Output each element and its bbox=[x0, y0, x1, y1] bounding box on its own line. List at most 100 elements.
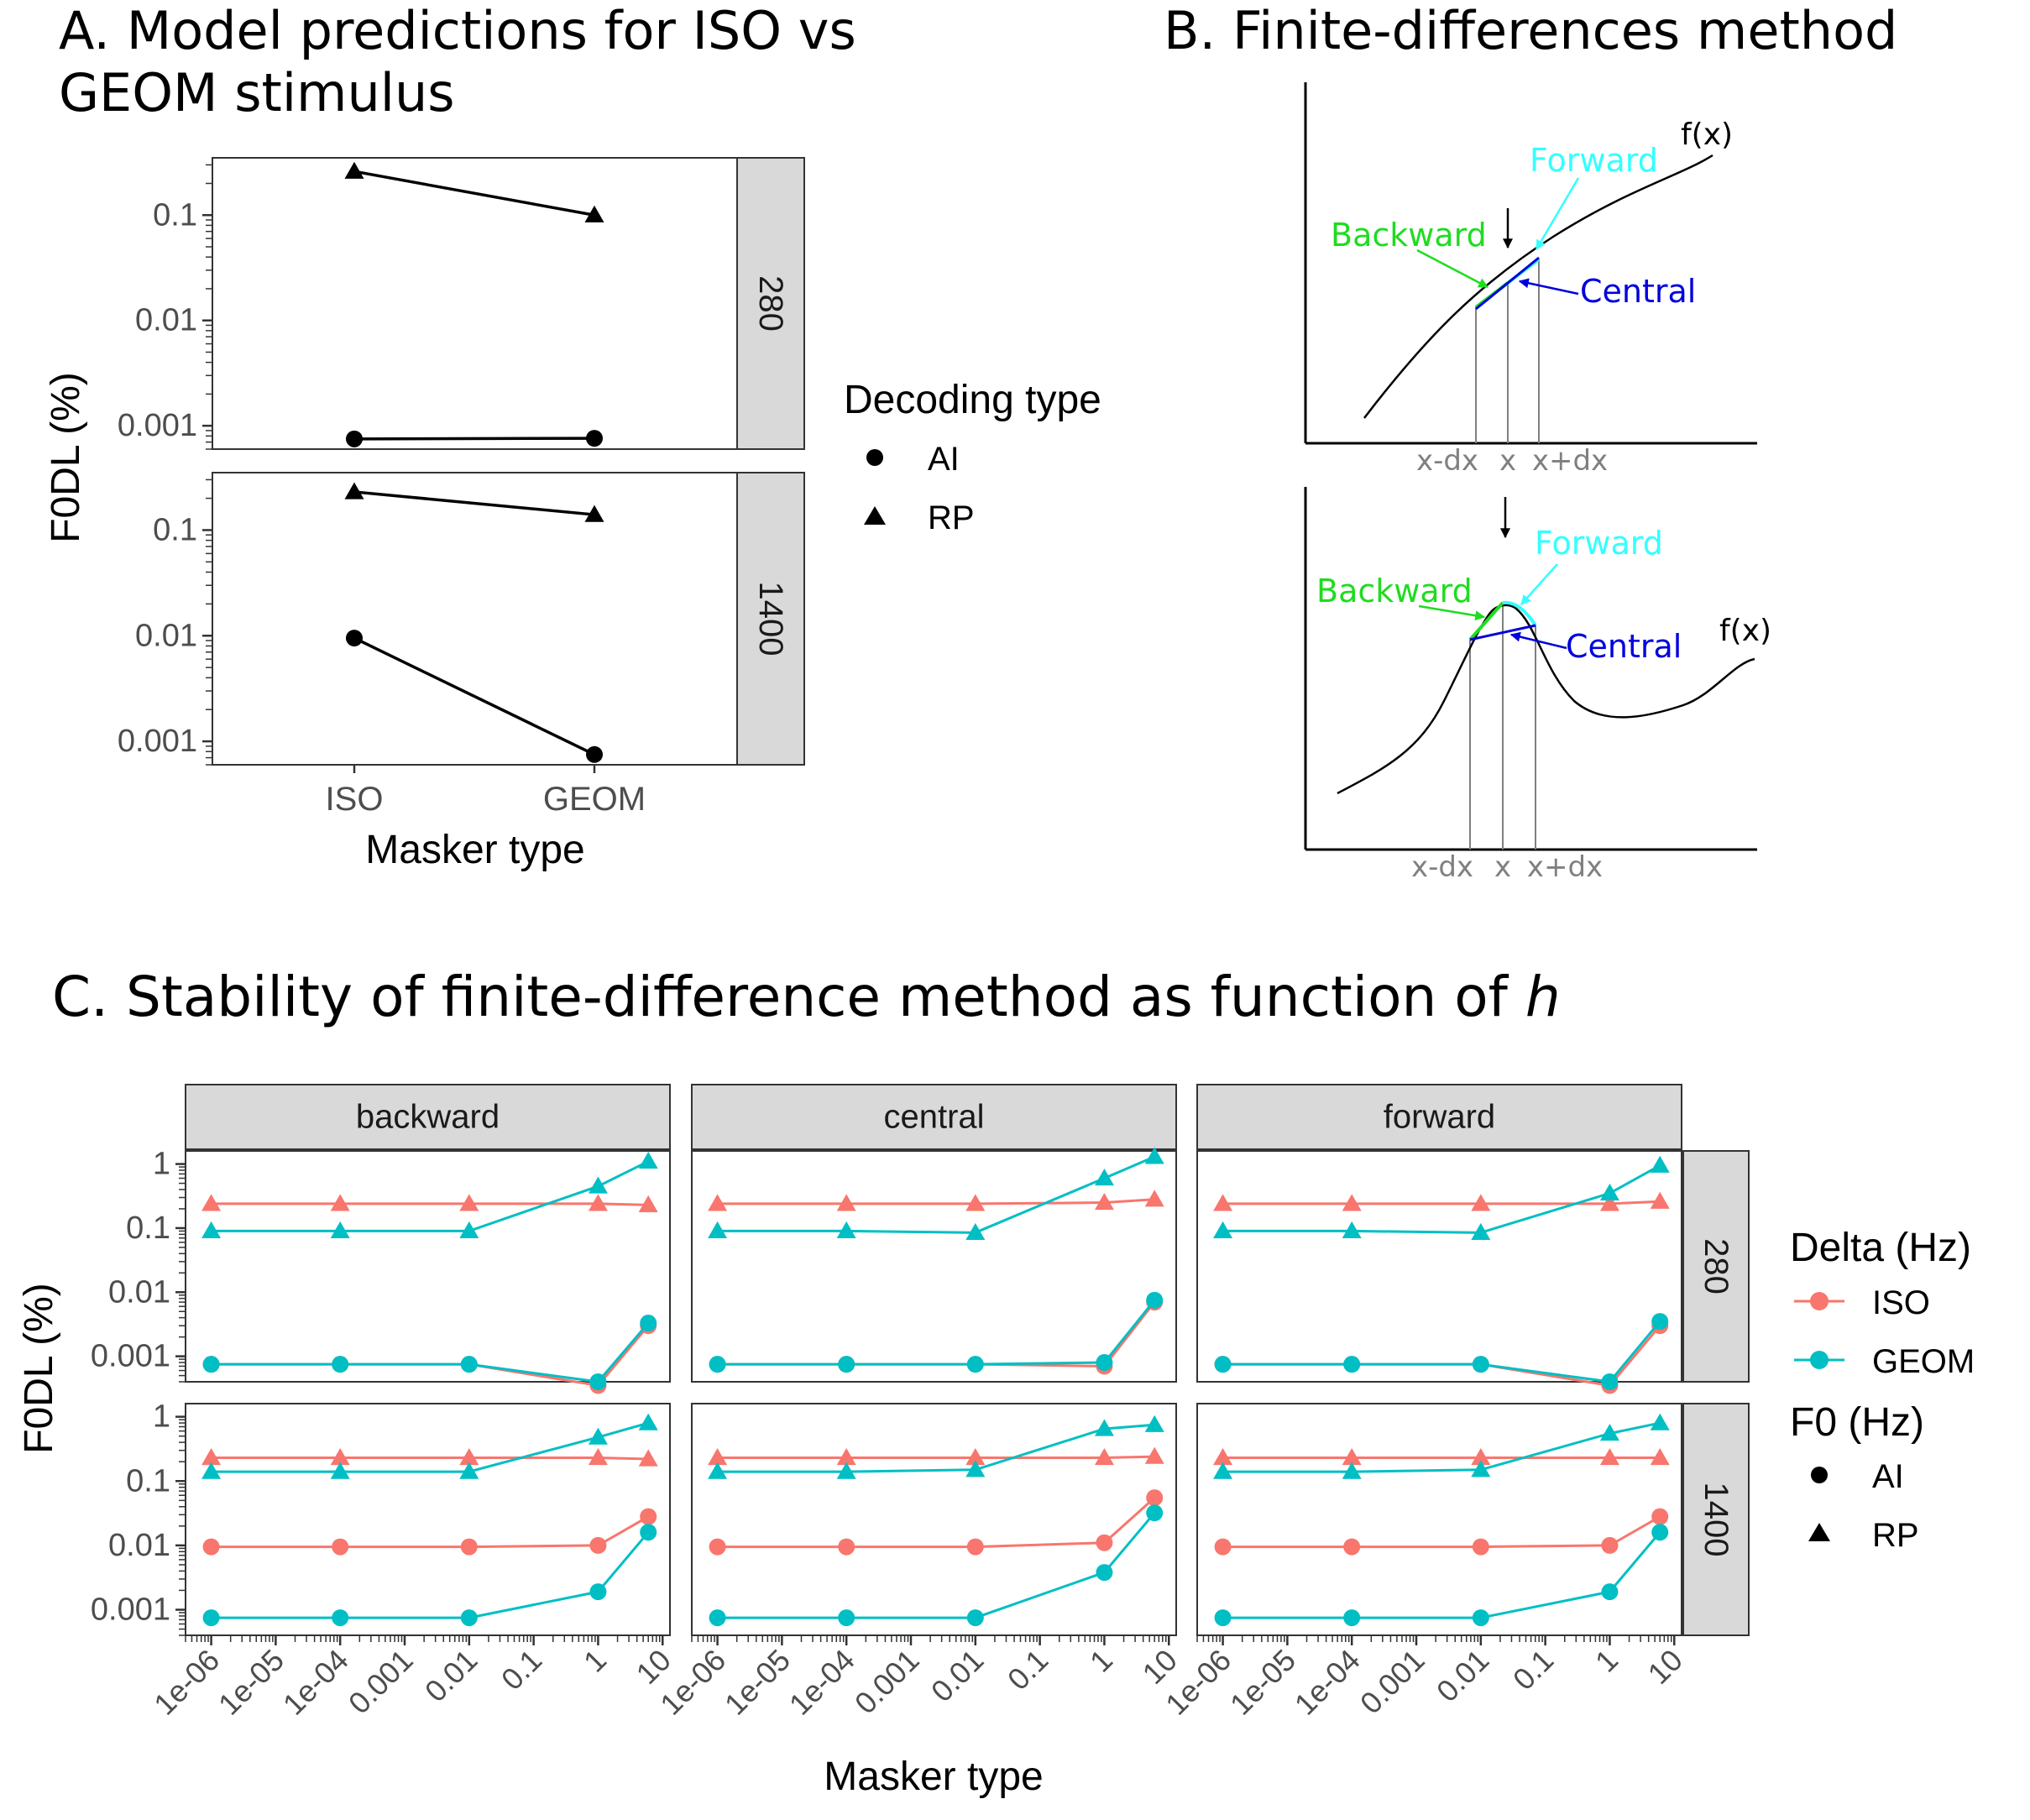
x-tick-label: 0.01 bbox=[924, 1643, 991, 1709]
data-point-geom-rp-triangle bbox=[1144, 1415, 1164, 1432]
panel-b: B. Finite-differences method f(x) Forwar… bbox=[1164, 0, 1897, 884]
diagram-bottom-forward-label: Forward bbox=[1535, 525, 1663, 562]
panel-c-ylabel: F0DL (%) bbox=[17, 1283, 61, 1454]
data-point-geom-rp-triangle bbox=[330, 1221, 350, 1239]
facet-strip-1400 bbox=[1682, 1403, 1750, 1636]
central-pointer-arrow bbox=[1518, 278, 1579, 295]
data-point-iso-ai-circle bbox=[460, 1538, 478, 1556]
diagram-bottom-tick-x-plus-dx: x+dx bbox=[1527, 850, 1603, 884]
data-point-iso-ai-circle bbox=[1343, 1538, 1361, 1556]
y-tick-label: 0.01 bbox=[135, 303, 197, 338]
data-point-iso-rp-triangle bbox=[836, 1194, 856, 1211]
data-point-geom-rp-triangle bbox=[1094, 1169, 1114, 1186]
data-point-iso-ai-circle bbox=[1214, 1538, 1232, 1556]
data-point-geom-rp-triangle bbox=[836, 1221, 856, 1239]
data-point-geom-ai-circle bbox=[1096, 1564, 1113, 1582]
facet-panel-1400 bbox=[212, 472, 738, 766]
x-tick-label: 0.01 bbox=[1430, 1643, 1496, 1709]
facet-strip-280 bbox=[736, 157, 805, 450]
data-point-iso-rp-triangle bbox=[708, 1194, 728, 1211]
panel-c-title-main: C. Stability of finite-difference method… bbox=[52, 965, 1525, 1029]
panel-a-xlabel: Masker type bbox=[365, 828, 584, 872]
x-tick-label: 1 bbox=[1083, 1643, 1119, 1679]
data-point-geom-rp-triangle bbox=[1650, 1413, 1670, 1430]
data-point-geom-ai-circle bbox=[838, 1609, 855, 1627]
series-line-ai bbox=[353, 636, 595, 756]
data-point-geom-rp-triangle bbox=[459, 1221, 479, 1239]
data-point-geom-ai-circle bbox=[966, 1609, 984, 1627]
y-tick-label: 0.1 bbox=[126, 1463, 170, 1498]
data-point-iso-ai-circle bbox=[589, 1536, 607, 1554]
facet-panel-backward-1400 bbox=[185, 1403, 671, 1636]
data-point-iso-rp-triangle bbox=[330, 1194, 350, 1211]
diagram-top: f(x) Forward Backward Central x-dx x x+d… bbox=[1304, 82, 1757, 478]
series-group-central-1400 bbox=[708, 1415, 1164, 1627]
panel-a-title-line2: GEOM stimulus bbox=[59, 62, 455, 123]
x-tick-label: 1e-05 bbox=[718, 1643, 797, 1722]
data-point-iso-rp-triangle bbox=[1650, 1448, 1670, 1466]
data-point-geom-ai-circle bbox=[1343, 1356, 1361, 1373]
data-point-geom-ai-circle bbox=[1472, 1609, 1489, 1627]
data-point-iso-rp-triangle bbox=[1144, 1446, 1164, 1464]
data-point-iso-ai-circle bbox=[1096, 1534, 1113, 1551]
series-line-rp bbox=[353, 490, 595, 516]
data-point-geom-rp-triangle bbox=[1144, 1147, 1164, 1164]
data-point-geom-rp-triangle bbox=[588, 1427, 608, 1445]
data-point-iso-rp-triangle bbox=[1599, 1194, 1619, 1211]
series-group-backward-280 bbox=[201, 1151, 658, 1394]
data-point-iso-rp-triangle bbox=[1213, 1448, 1233, 1466]
data-point-geom-ai-circle bbox=[1472, 1356, 1489, 1373]
facet-strip-label: 280 bbox=[752, 275, 789, 332]
data-point-geom-rp-triangle bbox=[588, 1176, 608, 1194]
series-line-ai bbox=[353, 437, 595, 441]
data-point-geom-ai-circle bbox=[1651, 1313, 1669, 1331]
data-point-geom-ai-circle bbox=[1214, 1356, 1232, 1373]
data-point-iso-ai-circle bbox=[1472, 1538, 1489, 1556]
data-point-rp-triangle bbox=[344, 482, 364, 499]
data-point-geom-rp-triangle bbox=[708, 1462, 728, 1479]
data-point-iso-rp-triangle bbox=[1650, 1191, 1670, 1209]
data-point-geom-rp-triangle bbox=[1213, 1221, 1233, 1239]
data-point-iso-rp-triangle bbox=[1342, 1448, 1362, 1466]
diagram-bottom-fx-label: f(x) bbox=[1719, 614, 1771, 648]
panel-b-title: B. Finite-differences method bbox=[1164, 0, 1897, 61]
y-tick-label: 0.1 bbox=[153, 197, 197, 233]
data-point-iso-ai-circle bbox=[1146, 1489, 1164, 1507]
data-point-geom-ai-circle bbox=[332, 1609, 349, 1627]
facet-strip-central bbox=[691, 1084, 1177, 1150]
panel-c-title-italic: h bbox=[1525, 965, 1561, 1029]
forward-pointer-arrow bbox=[1520, 563, 1558, 605]
data-point-geom-rp-triangle bbox=[836, 1462, 856, 1479]
data-point-geom-ai-circle bbox=[332, 1356, 349, 1373]
series-group-backward-1400 bbox=[201, 1413, 658, 1627]
diagram-top-tick-x-minus-dx: x-dx bbox=[1416, 444, 1478, 478]
data-point-iso-ai-circle bbox=[332, 1538, 349, 1556]
legend-iso-swatch bbox=[1810, 1292, 1829, 1310]
data-point-iso-ai-circle bbox=[838, 1538, 855, 1556]
facet-strip-label: 1400 bbox=[1698, 1483, 1734, 1557]
diagram-bottom-central-label: Central bbox=[1566, 628, 1682, 665]
data-point-iso-rp-triangle bbox=[201, 1448, 222, 1466]
y-tick-label: 0.1 bbox=[126, 1211, 170, 1246]
data-point-geom-ai-circle bbox=[1146, 1291, 1164, 1309]
data-point-geom-ai-circle bbox=[640, 1315, 657, 1332]
x-tick-label: 0.01 bbox=[418, 1643, 484, 1709]
data-point-geom-ai-circle bbox=[1146, 1504, 1164, 1522]
data-point-geom-ai-circle bbox=[1601, 1583, 1619, 1601]
forward-secant bbox=[1502, 600, 1537, 627]
data-point-iso-rp-triangle bbox=[1144, 1190, 1164, 1207]
data-point-geom-ai-circle bbox=[966, 1356, 984, 1373]
y-tick-label: 0.001 bbox=[91, 1339, 170, 1374]
data-point-geom-rp-triangle bbox=[201, 1462, 222, 1479]
y-tick-label: 0.001 bbox=[118, 724, 197, 759]
data-point-iso-rp-triangle bbox=[965, 1194, 986, 1211]
panel-a-title-line1: A. Model predictions for ISO vs bbox=[59, 0, 856, 61]
data-point-geom-ai-circle bbox=[460, 1356, 478, 1373]
diagram-top-fx-label: f(x) bbox=[1681, 118, 1733, 152]
legend-rp-triangle-icon bbox=[1808, 1523, 1830, 1541]
data-point-geom-rp-triangle bbox=[708, 1221, 728, 1239]
data-point-geom-rp-triangle bbox=[1599, 1424, 1619, 1441]
facet-panel-280 bbox=[212, 157, 738, 450]
y-tick-label: 0.01 bbox=[108, 1528, 170, 1563]
data-point-geom-ai-circle bbox=[202, 1356, 220, 1373]
